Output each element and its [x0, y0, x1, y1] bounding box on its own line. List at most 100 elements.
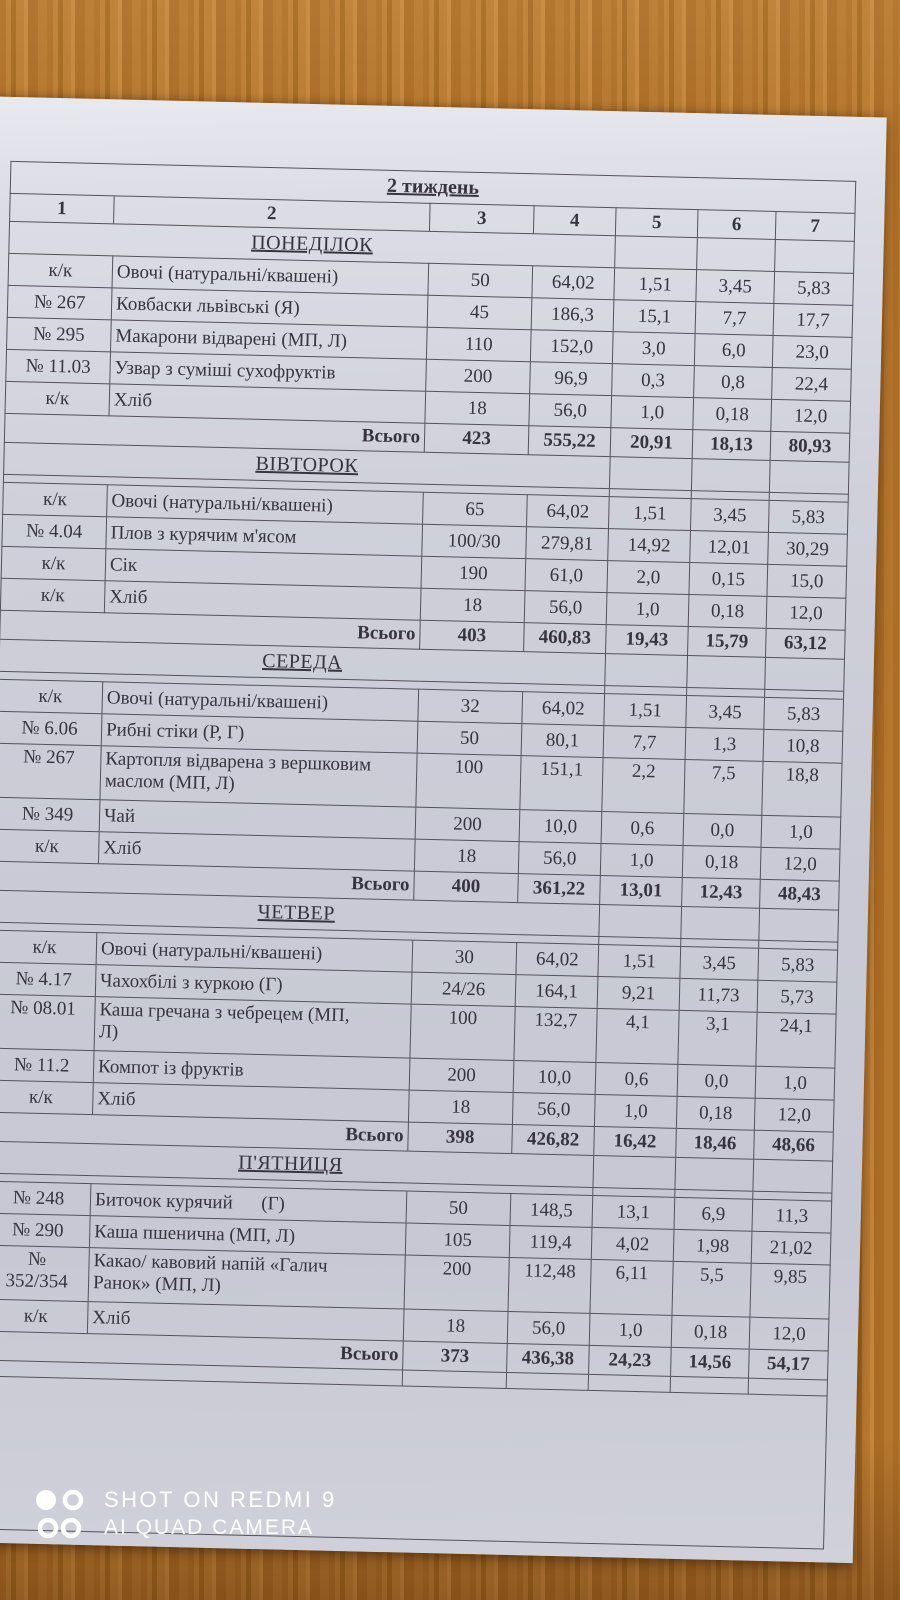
dish-value: 190: [421, 556, 526, 591]
total-value: 48,43: [759, 879, 840, 911]
empty-cell: [769, 460, 850, 495]
dish-value: 11,3: [751, 1199, 832, 1234]
empty-cell: [588, 1374, 671, 1393]
dish-value: 3,1: [677, 1010, 758, 1067]
watermark-line1: SHOT ON REDMI 9: [104, 1487, 337, 1512]
total-value: 361,22: [517, 873, 601, 905]
dish-value: 0,6: [595, 1062, 678, 1097]
total-value: 13,01: [599, 875, 683, 907]
dish-value: 0,0: [677, 1064, 756, 1099]
dish-value: 0,18: [671, 1315, 750, 1350]
dish-value: 1,98: [673, 1229, 752, 1264]
empty-cell: [614, 235, 698, 270]
dish-value: 110: [426, 327, 532, 362]
dish-value: 132,7: [513, 1006, 598, 1063]
dish-value: 1,0: [761, 815, 841, 850]
total-value: 19,43: [605, 624, 689, 656]
dish-value: 1,0: [606, 592, 689, 627]
total-value: 460,83: [523, 622, 607, 654]
dish-code: № 349: [0, 797, 100, 832]
dish-name: Картопля відварена з вершковим маслом (М…: [99, 745, 418, 808]
dish-value: 3,45: [695, 269, 775, 304]
total-value: 48,66: [753, 1130, 834, 1162]
dish-value: 200: [425, 359, 531, 394]
total-value: 18,46: [675, 1128, 755, 1160]
dish-value: 200: [415, 807, 520, 842]
empty-cell: [691, 458, 771, 493]
empty-cell: [670, 1376, 749, 1395]
dish-value: 56,0: [524, 590, 607, 625]
column-header: 3: [429, 203, 535, 234]
total-value: 24,23: [588, 1345, 672, 1377]
dish-value: 0,3: [611, 363, 695, 398]
dish-value: 18: [420, 588, 525, 623]
dish-value: 3,0: [612, 331, 696, 366]
column-header: 1: [9, 193, 115, 224]
dish-value: 6,9: [673, 1197, 753, 1232]
dish-value: 7,7: [603, 725, 686, 760]
total-value: 555,22: [528, 425, 611, 457]
total-value: 14,56: [670, 1347, 750, 1379]
dish-value: 18: [403, 1309, 509, 1344]
dish-value: 3,45: [679, 946, 759, 981]
dish-value: 12,0: [754, 1098, 835, 1133]
empty-cell: [506, 1372, 589, 1391]
total-value: 426,82: [511, 1124, 595, 1156]
dish-code: к/к: [0, 829, 100, 864]
dish-value: 2,2: [601, 757, 686, 814]
dish-value: 5,83: [773, 271, 854, 306]
empty-cell: [609, 456, 693, 491]
dish-value: 1,3: [685, 727, 764, 762]
dish-value: 0,18: [682, 845, 762, 880]
total-value: 403: [419, 620, 525, 652]
dish-code: № 4.04: [1, 514, 107, 549]
dish-value: 21,02: [751, 1231, 831, 1266]
dish-code: к/к: [0, 679, 103, 714]
dish-value: 56,0: [528, 393, 612, 428]
dish-value: 32: [417, 689, 523, 724]
total-value: 80,93: [770, 431, 850, 463]
dish-value: 13,1: [592, 1195, 675, 1230]
dish-value: 15,1: [613, 299, 696, 334]
empty-cell: [680, 906, 760, 941]
dish-value: 151,1: [519, 755, 604, 812]
dish-value: 5,5: [671, 1261, 752, 1318]
column-header: 5: [615, 207, 699, 238]
dish-code: № 11.2: [0, 1048, 95, 1083]
dish-code: № 248: [0, 1181, 91, 1216]
dish-value: 50: [406, 1191, 511, 1226]
dish-value: 5,83: [757, 948, 838, 983]
column-header: 6: [697, 209, 777, 240]
dish-value: 9,21: [597, 976, 680, 1011]
total-value: 373: [402, 1341, 508, 1373]
dish-value: 24/26: [411, 972, 516, 1007]
dish-code: № 08.01: [0, 994, 96, 1051]
total-value: 436,38: [506, 1343, 590, 1375]
total-value: 20,91: [610, 427, 693, 459]
dish-code: к/к: [0, 1299, 89, 1334]
total-value: 16,42: [593, 1126, 677, 1158]
dish-value: 12,01: [689, 530, 769, 565]
dish-code: к/к: [0, 578, 106, 613]
dish-value: 64,02: [526, 494, 610, 529]
dish-value: 1,0: [594, 1094, 678, 1129]
dish-value: 1,51: [597, 944, 681, 979]
dish-value: 30,29: [767, 532, 848, 567]
dish-value: 12,0: [749, 1317, 829, 1352]
empty-cell: [674, 1157, 754, 1192]
dish-code: № 352/354: [0, 1245, 90, 1302]
dish-value: 23,0: [772, 335, 853, 370]
total-value: 398: [407, 1122, 513, 1154]
dish-value: 0,18: [676, 1096, 756, 1131]
dish-value: 4,02: [591, 1227, 674, 1262]
dish-value: 96,9: [529, 361, 613, 396]
dish-value: 61,0: [524, 558, 608, 593]
total-value: 54,17: [748, 1349, 829, 1381]
menu-table-body: 2 тиждень 1 2 3 4 5 6 7 ПОНЕДІЛОК к/к Овочі (натур…: [0, 161, 856, 1549]
dish-value: 148,5: [510, 1193, 593, 1228]
dish-value: 152,0: [530, 329, 614, 364]
total-value: 400: [413, 871, 519, 903]
dish-code: к/к: [2, 482, 108, 517]
dish-value: 64,02: [521, 691, 605, 726]
dish-value: 0,0: [683, 813, 762, 848]
